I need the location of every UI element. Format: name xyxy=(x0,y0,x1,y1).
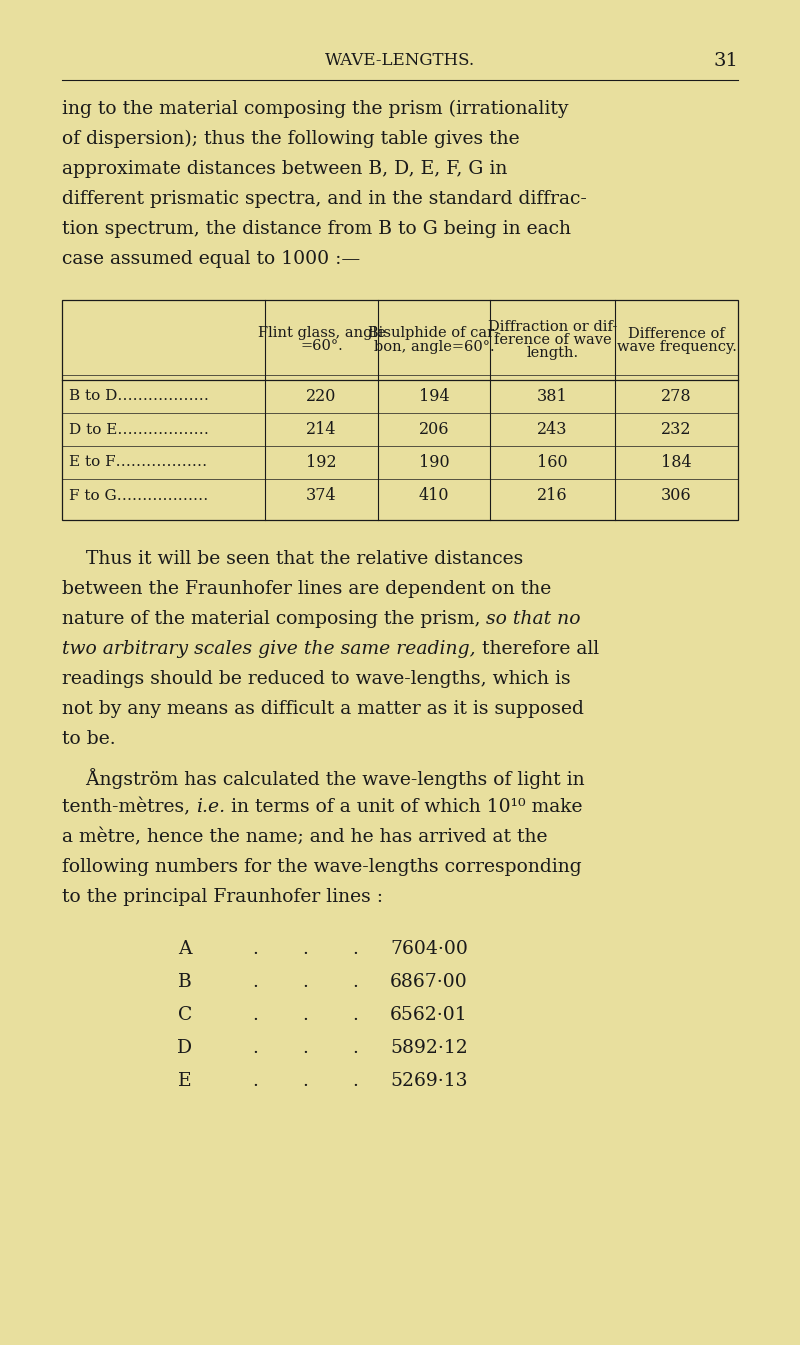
Text: 5269·13: 5269·13 xyxy=(390,1072,467,1089)
Text: not by any means as difficult a matter as it is supposed: not by any means as difficult a matter a… xyxy=(62,699,584,718)
Text: .: . xyxy=(252,972,258,991)
Text: 220: 220 xyxy=(306,387,337,405)
Text: 184: 184 xyxy=(661,455,692,471)
Text: .: . xyxy=(302,1038,308,1057)
Text: F to G………………: F to G……………… xyxy=(69,488,208,503)
Text: .: . xyxy=(352,940,358,958)
Text: 5892·12: 5892·12 xyxy=(390,1038,468,1057)
Text: tenth-mètres,: tenth-mètres, xyxy=(62,798,196,816)
Text: approximate distances between B, D, E, F, G in: approximate distances between B, D, E, F… xyxy=(62,160,507,178)
Text: Difference of: Difference of xyxy=(628,327,725,340)
Text: B to D………………: B to D……………… xyxy=(69,390,209,403)
Text: E: E xyxy=(178,1072,192,1089)
Text: in terms of a unit of which 10¹⁰ make: in terms of a unit of which 10¹⁰ make xyxy=(226,798,582,816)
Text: to be.: to be. xyxy=(62,730,116,748)
Text: .: . xyxy=(352,1006,358,1024)
Text: .: . xyxy=(302,1006,308,1024)
Text: between the Fraunhofer lines are dependent on the: between the Fraunhofer lines are depende… xyxy=(62,580,551,599)
Text: nature of the material composing the prism,: nature of the material composing the pri… xyxy=(62,611,486,628)
Text: 278: 278 xyxy=(661,387,692,405)
Text: bon, angle=60°.: bon, angle=60°. xyxy=(374,339,494,354)
Text: .: . xyxy=(352,972,358,991)
Text: 232: 232 xyxy=(662,421,692,438)
Text: .: . xyxy=(252,1006,258,1024)
Text: .: . xyxy=(302,972,308,991)
Text: C: C xyxy=(178,1006,192,1024)
Text: 6867·00: 6867·00 xyxy=(390,972,468,991)
Text: 190: 190 xyxy=(418,455,450,471)
Text: .: . xyxy=(302,940,308,958)
Text: 192: 192 xyxy=(306,455,337,471)
Text: .: . xyxy=(352,1038,358,1057)
Text: length.: length. xyxy=(526,346,578,360)
Text: two arbitrary scales give the same reading,: two arbitrary scales give the same readi… xyxy=(62,640,476,658)
Text: 216: 216 xyxy=(537,487,568,504)
Text: 31: 31 xyxy=(713,52,738,70)
Text: so that no: so that no xyxy=(486,611,581,628)
Text: to the principal Fraunhofer lines :: to the principal Fraunhofer lines : xyxy=(62,888,383,907)
Text: therefore all: therefore all xyxy=(476,640,598,658)
Text: 381: 381 xyxy=(537,387,568,405)
Text: i.e.: i.e. xyxy=(196,798,226,816)
Text: Ångström has calculated the wave-lengths of light in: Ångström has calculated the wave-lengths… xyxy=(62,768,585,790)
Text: 374: 374 xyxy=(306,487,337,504)
Text: 206: 206 xyxy=(418,421,450,438)
Text: WAVE-LENGTHS.: WAVE-LENGTHS. xyxy=(325,52,475,69)
Text: D: D xyxy=(178,1038,193,1057)
Text: Thus it will be seen that the relative distances: Thus it will be seen that the relative d… xyxy=(62,550,523,568)
Text: a mètre, hence the name; and he has arrived at the: a mètre, hence the name; and he has arri… xyxy=(62,829,547,846)
Text: D to E………………: D to E……………… xyxy=(69,422,209,437)
Text: A: A xyxy=(178,940,192,958)
Text: 160: 160 xyxy=(537,455,568,471)
Text: 194: 194 xyxy=(418,387,450,405)
Text: readings should be reduced to wave-lengths, which is: readings should be reduced to wave-lengt… xyxy=(62,670,570,689)
Text: 6562·01: 6562·01 xyxy=(390,1006,468,1024)
Text: 7604·00: 7604·00 xyxy=(390,940,468,958)
Text: wave frequency.: wave frequency. xyxy=(617,339,737,354)
Text: case assumed equal to 1000 :—: case assumed equal to 1000 :— xyxy=(62,250,360,268)
Text: different prismatic spectra, and in the standard diffrac-: different prismatic spectra, and in the … xyxy=(62,190,587,208)
Text: 214: 214 xyxy=(306,421,337,438)
Text: 306: 306 xyxy=(661,487,692,504)
Text: tion spectrum, the distance from B to G being in each: tion spectrum, the distance from B to G … xyxy=(62,221,571,238)
Text: .: . xyxy=(252,940,258,958)
Text: 243: 243 xyxy=(538,421,568,438)
Bar xyxy=(62,300,738,521)
Text: ing to the material composing the prism (irrationality: ing to the material composing the prism … xyxy=(62,100,569,118)
Text: Bisulphide of car-: Bisulphide of car- xyxy=(369,327,499,340)
Text: =60°.: =60°. xyxy=(300,339,343,354)
Text: of dispersion); thus the following table gives the: of dispersion); thus the following table… xyxy=(62,130,520,148)
Text: .: . xyxy=(352,1072,358,1089)
Text: Flint glass, angle: Flint glass, angle xyxy=(258,327,386,340)
Text: .: . xyxy=(302,1072,308,1089)
Text: E to F………………: E to F……………… xyxy=(69,456,207,469)
Text: ference of wave: ference of wave xyxy=(494,334,611,347)
Text: B: B xyxy=(178,972,192,991)
Text: .: . xyxy=(252,1038,258,1057)
Text: 410: 410 xyxy=(418,487,450,504)
Text: .: . xyxy=(252,1072,258,1089)
Text: following numbers for the wave-lengths corresponding: following numbers for the wave-lengths c… xyxy=(62,858,582,876)
Text: Diffraction or dif-: Diffraction or dif- xyxy=(488,320,617,334)
